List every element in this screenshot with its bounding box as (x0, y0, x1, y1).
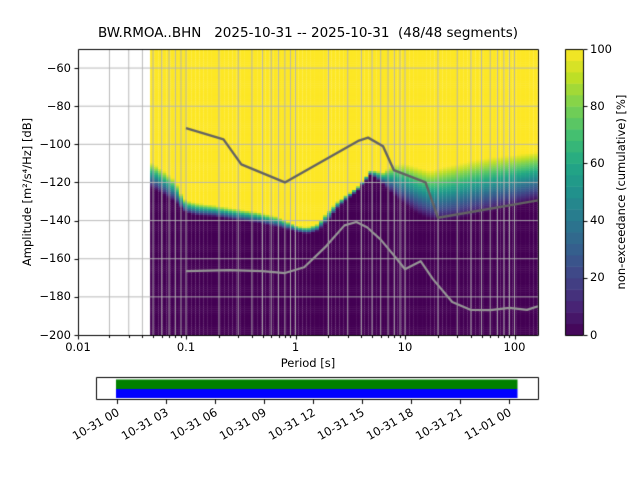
y-tick-label: −100 (39, 136, 71, 151)
colorbar-tick-label: 60 (590, 155, 605, 170)
colorbar-tick-label: 80 (590, 98, 605, 113)
x-tick-label: 0.1 (176, 340, 196, 354)
x-tick-label: 100 (503, 340, 526, 354)
y-tick-label: −200 (39, 327, 71, 342)
plot-title: BW.RMOA..BHN 2025-10-31 -- 2025-10-31 (4… (97, 25, 519, 41)
x-tick-label: 1 (291, 340, 300, 354)
colorbar-tick-label: 100 (590, 41, 612, 56)
colorbar-tick-label: 40 (590, 213, 605, 228)
y-tick-label: −160 (39, 251, 71, 266)
x-tick-label: 0.01 (65, 340, 91, 354)
y-tick-label: −120 (39, 174, 71, 189)
x-axis-label: Period [s] (280, 356, 336, 370)
y-tick-label: −80 (46, 98, 71, 113)
y-tick-label: −140 (39, 213, 71, 228)
y-tick-label: −60 (46, 60, 71, 75)
colorbar-tick-label: 20 (590, 270, 605, 285)
x-tick-label: 10 (397, 340, 413, 354)
colorbar-tick-label: 0 (590, 327, 598, 342)
colorbar-label: non-exceedance (cumulative) [%] (614, 94, 628, 290)
y-tick-label: −180 (39, 289, 71, 304)
